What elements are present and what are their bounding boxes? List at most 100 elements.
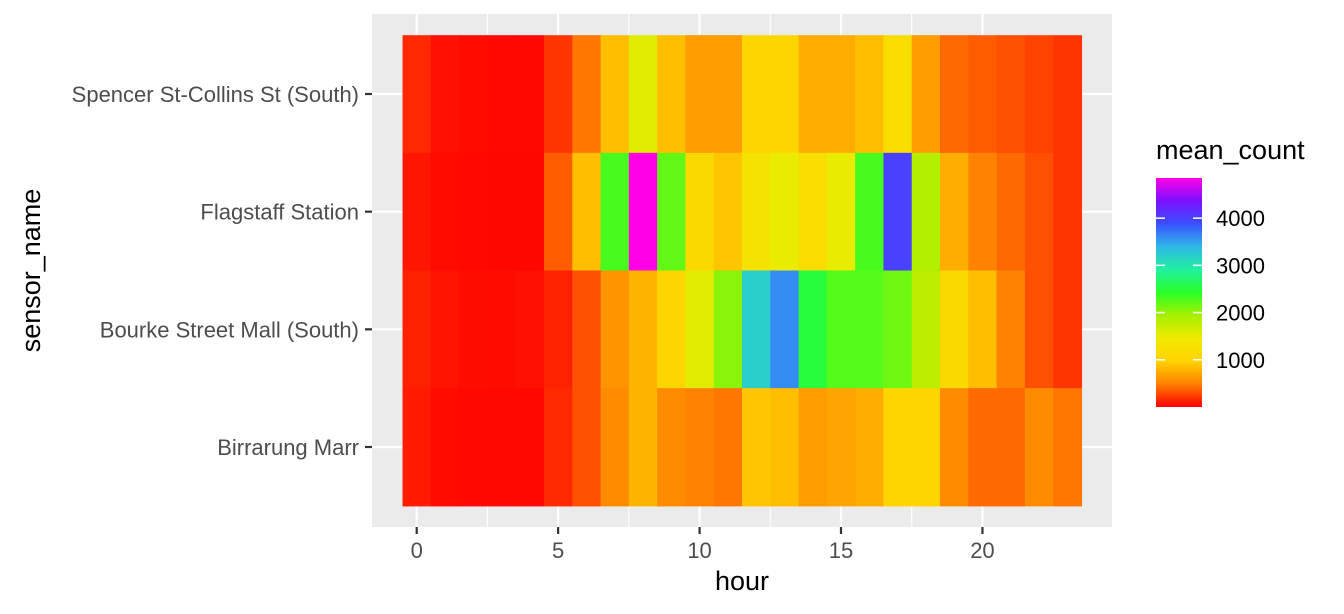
heatmap-tile	[883, 270, 913, 389]
heatmap-tile	[855, 152, 885, 272]
heatmap-tile	[515, 35, 545, 154]
heatmap-tile	[657, 388, 687, 507]
x-tick-label: 15	[829, 538, 853, 563]
heatmap-tile	[770, 152, 800, 272]
heatmap-tile	[430, 152, 460, 272]
heatmap-tile	[968, 388, 998, 507]
y-tick-label: Flagstaff Station	[200, 200, 359, 225]
heatmap-tile	[572, 388, 602, 507]
heatmap-tile	[798, 270, 828, 389]
heatmap-tile	[1024, 152, 1054, 272]
heatmap-tile	[911, 388, 941, 507]
heatmap-tile	[402, 388, 432, 507]
heatmap-tile	[402, 35, 432, 154]
heatmap-tile	[996, 152, 1026, 272]
heatmap-tile	[826, 270, 856, 389]
heatmap-tile	[713, 388, 743, 507]
heatmap-tile	[940, 152, 969, 272]
heatmap-tile	[855, 35, 885, 154]
legend-tick-label: 2000	[1216, 301, 1265, 326]
heatmap-tile	[572, 152, 602, 272]
heatmap-tile	[600, 152, 630, 272]
y-tick-label: Spencer St-Collins St (South)	[72, 82, 359, 107]
heatmap-tile	[855, 388, 885, 507]
heatmap-tile	[940, 270, 969, 389]
x-tick-label: 0	[411, 538, 423, 563]
heatmap-tile	[430, 270, 460, 389]
heatmap-tile	[770, 388, 800, 507]
heatmap-tile	[742, 270, 771, 389]
heatmap-tile	[628, 152, 658, 272]
x-tick-label: 20	[970, 538, 994, 563]
legend-tick-label: 1000	[1216, 348, 1265, 373]
legend-tick-label: 4000	[1216, 206, 1265, 231]
heatmap-tile	[968, 152, 998, 272]
heatmap-tile	[826, 35, 856, 154]
heatmap-tiles	[402, 35, 1083, 507]
heatmap-tile	[713, 270, 743, 389]
heatmap-tile	[543, 270, 573, 389]
heatmap-tile	[713, 35, 743, 154]
x-axis: 0 5 10 15 20	[411, 527, 995, 563]
heatmap-tile	[826, 152, 856, 272]
heatmap-tile	[996, 388, 1026, 507]
heatmap-tile	[572, 35, 602, 154]
heatmap-tile	[572, 270, 602, 389]
heatmap-tile	[487, 35, 517, 154]
x-tick-label: 5	[552, 538, 564, 563]
heatmap-tile	[713, 152, 743, 272]
heatmap-tile	[742, 388, 771, 507]
heatmap-tile	[770, 270, 800, 389]
y-tick-label: Bourke Street Mall (South)	[100, 317, 359, 342]
heatmap-tile	[1053, 152, 1083, 272]
heatmap-tile	[628, 388, 658, 507]
heatmap-tile	[911, 270, 941, 389]
heatmap-tile	[742, 152, 771, 272]
heatmap-tile	[515, 270, 545, 389]
heatmap-tile	[798, 35, 828, 154]
heatmap-tile	[1053, 388, 1083, 507]
heatmap-tile	[402, 270, 432, 389]
heatmap-tile	[600, 388, 630, 507]
heatmap-tile	[657, 152, 687, 272]
y-tick-label: Birrarung Marr	[217, 435, 359, 460]
heatmap-tile	[657, 270, 687, 389]
y-axis: Birrarung Marr Bourke Street Mall (South)…	[72, 82, 372, 460]
heatmap-tile	[996, 35, 1026, 154]
heatmap-tile	[826, 388, 856, 507]
heatmap-tile	[430, 35, 460, 154]
heatmap-tile	[628, 270, 658, 389]
heatmap-tile	[883, 388, 913, 507]
heatmap-tile	[459, 270, 489, 389]
heatmap-tile	[487, 388, 517, 507]
heatmap-tile	[911, 35, 941, 154]
heatmap-tile	[742, 35, 771, 154]
heatmap-tile	[402, 152, 432, 272]
x-axis-title: hour	[715, 566, 769, 596]
heatmap-tile	[628, 35, 658, 154]
heatmap-tile	[515, 388, 545, 507]
heatmap-tile	[685, 152, 715, 272]
heatmap-tile	[600, 35, 630, 154]
heatmap-tile	[543, 35, 573, 154]
heatmap-tile	[600, 270, 630, 389]
legend-tick-label: 3000	[1216, 253, 1265, 278]
heatmap-tile	[940, 35, 969, 154]
heatmap-tile	[1053, 35, 1083, 154]
y-axis-title: sensor_name	[16, 189, 46, 353]
heatmap-tile	[657, 35, 687, 154]
heatmap-tile	[940, 388, 969, 507]
heatmap-tile	[459, 152, 489, 272]
heatmap-tile	[430, 388, 460, 507]
heatmap-tile	[685, 270, 715, 389]
heatmap-tile	[543, 152, 573, 272]
heatmap-tile	[685, 388, 715, 507]
heatmap-tile	[911, 152, 941, 272]
heatmap-tile	[515, 152, 545, 272]
heatmap-tile	[459, 388, 489, 507]
heatmap-tile	[883, 35, 913, 154]
heatmap-tile	[798, 388, 828, 507]
heatmap-tile	[1024, 388, 1054, 507]
x-tick-label: 10	[687, 538, 711, 563]
heatmap-tile	[1024, 35, 1054, 154]
